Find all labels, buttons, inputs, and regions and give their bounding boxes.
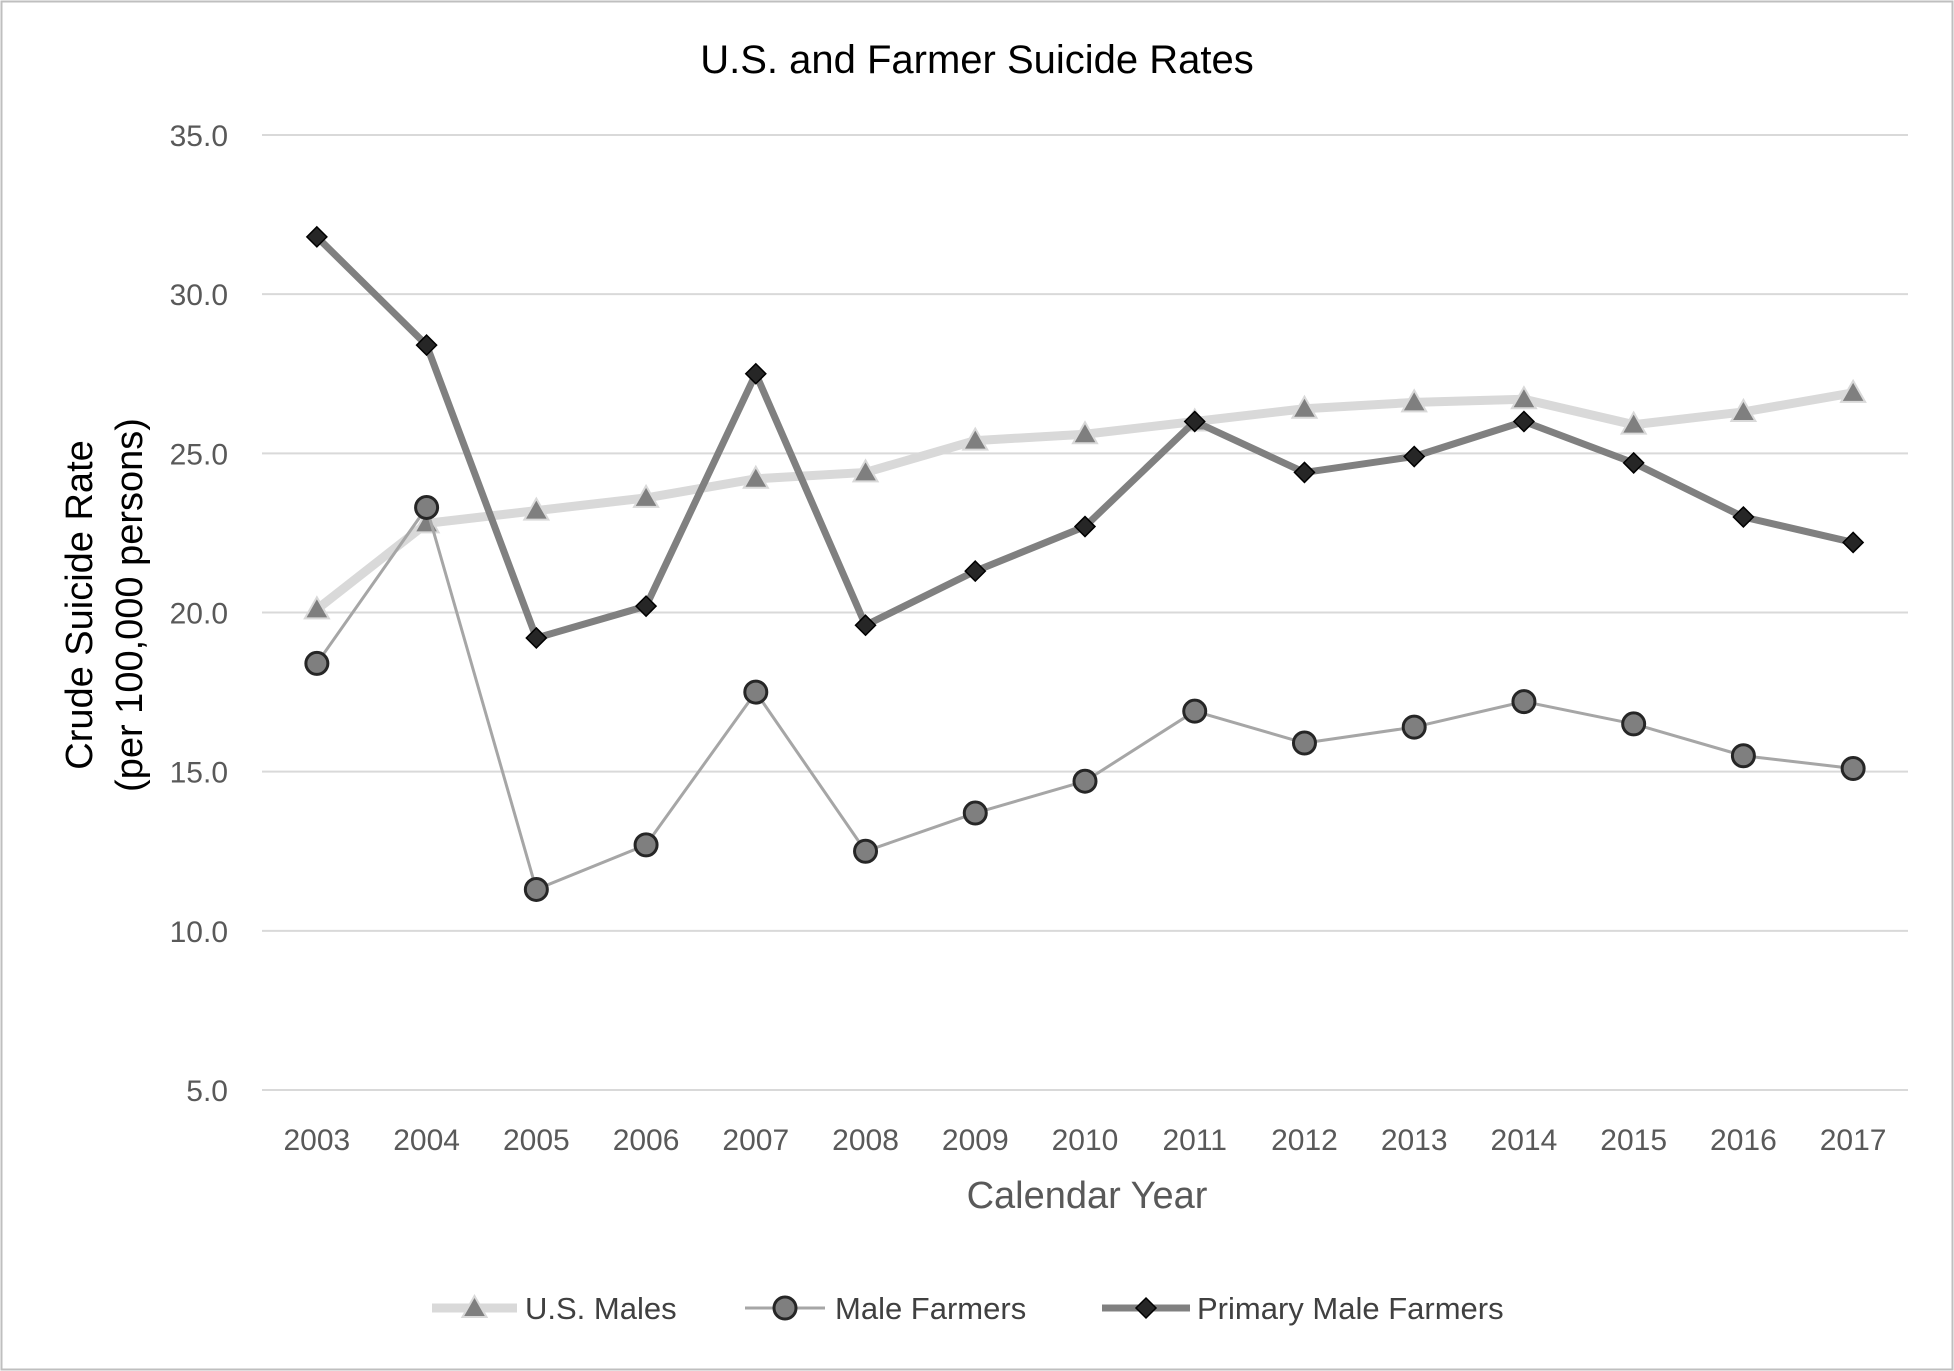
x-tick-label: 2017	[1820, 1124, 1887, 1157]
y-tick-label: 20.0	[170, 598, 228, 631]
data-point	[964, 560, 987, 583]
data-point	[1182, 698, 1208, 724]
data-point	[305, 225, 328, 248]
data-point	[1619, 410, 1648, 435]
x-tick-label: 2006	[613, 1124, 680, 1157]
data-point	[1840, 755, 1866, 781]
y-axis-label-line1: Crude Suicide Rate	[59, 440, 101, 770]
data-point	[961, 426, 989, 451]
y-tick-label: 15.0	[170, 757, 228, 790]
y-tick-label: 25.0	[170, 438, 228, 471]
data-point	[1403, 445, 1426, 468]
y-axis-label: Crude Suicide Rate (per 100,000 persons)	[59, 418, 151, 792]
data-point	[744, 362, 767, 385]
series-diamond	[305, 225, 1865, 650]
x-axis-ticks: 2003 2004 2005 2006 2007 2008 2009 2010 2011 2012…	[283, 1124, 1886, 1157]
data-point	[1400, 388, 1428, 413]
data-point	[1729, 397, 1758, 422]
x-tick-label: 2012	[1271, 1124, 1338, 1157]
data-point	[742, 464, 770, 489]
data-point	[1072, 768, 1098, 794]
y-tick-label: 30.0	[170, 279, 228, 312]
data-point	[525, 626, 548, 650]
data-point	[1291, 730, 1317, 756]
legend-item: U.S. Males	[432, 1291, 677, 1326]
x-tick-label: 2009	[942, 1124, 1009, 1157]
x-tick-label: 2015	[1600, 1124, 1667, 1157]
legend-marker	[1134, 1296, 1158, 1320]
legend-label: Primary Male Farmers	[1197, 1291, 1504, 1326]
series-circle	[304, 494, 1866, 902]
x-tick-label: 2016	[1710, 1124, 1777, 1157]
x-tick-label: 2011	[1162, 1124, 1227, 1157]
data-point	[853, 838, 879, 864]
data-point	[414, 494, 440, 520]
x-tick-label: 2010	[1052, 1124, 1119, 1157]
data-point	[1839, 378, 1867, 403]
y-tick-label: 5.0	[186, 1075, 228, 1108]
x-tick-label: 2004	[393, 1124, 460, 1157]
x-tick-label: 2013	[1381, 1124, 1448, 1157]
data-point	[1511, 689, 1537, 715]
legend: U.S. Males Male Farmers Primary Male Farme…	[432, 1291, 1504, 1326]
data-point	[1510, 385, 1538, 410]
y-tick-label: 10.0	[170, 916, 228, 949]
legend-item: Male Farmers	[745, 1291, 1026, 1326]
data-point	[1073, 515, 1097, 538]
data-point	[962, 800, 988, 826]
data-point	[522, 496, 551, 521]
data-point	[743, 679, 769, 705]
data-point	[304, 650, 330, 676]
y-axis-label-line2: (per 100,000 persons)	[109, 418, 151, 792]
data-point	[1621, 711, 1647, 737]
legend-marker	[460, 1293, 489, 1318]
data-point	[1842, 531, 1865, 554]
legend-label: Male Farmers	[835, 1291, 1026, 1326]
data-point	[632, 483, 660, 508]
x-tick-label: 2003	[283, 1124, 350, 1157]
legend-label: U.S. Males	[525, 1291, 677, 1326]
data-point	[851, 458, 880, 483]
x-tick-label: 2007	[722, 1124, 789, 1157]
legend-item: Primary Male Farmers	[1102, 1291, 1504, 1326]
data-point	[303, 595, 331, 620]
x-tick-label: 2008	[832, 1124, 899, 1157]
data-point	[635, 595, 658, 618]
legend-marker	[772, 1295, 798, 1321]
chart-title: U.S. and Farmer Suicide Rates	[700, 38, 1254, 82]
data-point	[1732, 505, 1755, 529]
x-axis-label: Calendar Year	[967, 1175, 1208, 1217]
data-point	[415, 334, 438, 357]
data-point	[1071, 420, 1099, 445]
data-point	[1512, 410, 1535, 433]
data-point	[633, 832, 659, 858]
series-layer	[303, 225, 1867, 902]
data-point	[523, 876, 549, 902]
x-tick-label: 2005	[503, 1124, 570, 1157]
data-point	[1401, 714, 1427, 740]
x-tick-label: 2014	[1491, 1124, 1558, 1157]
data-point	[1183, 410, 1206, 433]
y-tick-label: 35.0	[170, 120, 228, 153]
data-point	[1293, 461, 1316, 484]
data-point	[1622, 451, 1645, 474]
data-point	[854, 614, 877, 637]
y-axis-ticks: 5.0 10.0 15.0 20.0 25.0 30.0 35.0	[170, 120, 228, 1108]
data-point	[1730, 743, 1756, 769]
data-point	[1290, 394, 1319, 419]
